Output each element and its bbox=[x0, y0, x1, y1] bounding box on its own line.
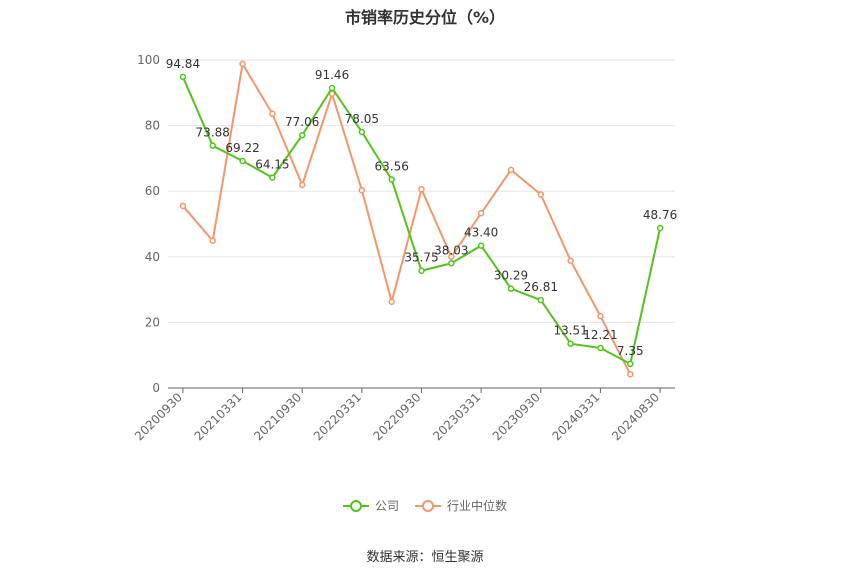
series-1-point-1 bbox=[209, 237, 216, 244]
legend-label-company: 公司 bbox=[374, 499, 399, 513]
data-label-8: 35.75 bbox=[404, 251, 438, 265]
data-label-1: 73.88 bbox=[196, 126, 230, 140]
series-1-point-13 bbox=[567, 257, 574, 264]
series-1-point-7 bbox=[388, 298, 395, 305]
series-0-point-8 bbox=[418, 267, 425, 274]
y-tick-label-0: 0 bbox=[152, 381, 160, 395]
series-0-point-10 bbox=[477, 242, 485, 249]
data-label-3: 64.15 bbox=[255, 158, 289, 172]
legend-industry-marker bbox=[415, 499, 441, 512]
x-tick-label-20230331: 20230331 bbox=[430, 390, 483, 443]
series-line-1 bbox=[182, 62, 632, 375]
data-label-4: 77.06 bbox=[285, 115, 319, 129]
series-1-point-0 bbox=[179, 202, 187, 210]
series-0-point-0 bbox=[179, 73, 187, 81]
series-line-0 bbox=[181, 76, 662, 365]
data-label-15: 7.35 bbox=[617, 344, 644, 358]
series-0-point-4 bbox=[298, 131, 306, 139]
series-1-point-8 bbox=[418, 185, 425, 193]
series-1-point-12 bbox=[537, 191, 545, 198]
series-0-point-3 bbox=[269, 174, 276, 181]
series-1-point-9 bbox=[448, 253, 455, 261]
series-0-point-15 bbox=[627, 360, 634, 368]
series-1-point-14 bbox=[597, 312, 604, 320]
legend-item-company[interactable]: 公司 bbox=[342, 497, 399, 514]
y-axis-ticks: 0 20 40 60 80 100 bbox=[137, 53, 160, 395]
y-tick-label-60: 60 bbox=[145, 184, 160, 198]
series-0-point-5 bbox=[328, 84, 336, 92]
series-1-point-6 bbox=[358, 186, 366, 194]
data-label-16: 48.76 bbox=[643, 208, 677, 222]
x-tick-label-20200930: 20200930 bbox=[132, 390, 185, 443]
data-label-13: 13.51 bbox=[553, 324, 587, 338]
y-tick-label-20: 20 bbox=[145, 315, 160, 329]
series-0-point-1 bbox=[209, 142, 216, 149]
series-1-point-2 bbox=[239, 60, 246, 68]
series-0-point-16 bbox=[656, 224, 664, 232]
series-1-point-10 bbox=[477, 209, 485, 217]
series-0-point-12 bbox=[537, 296, 545, 304]
data-label-14: 12.21 bbox=[583, 328, 617, 342]
x-tick-label-20210331: 20210331 bbox=[192, 390, 245, 443]
data-label-2: 69.22 bbox=[225, 141, 259, 155]
x-tick-label-20220930: 20220930 bbox=[371, 390, 424, 443]
series-1-point-4 bbox=[298, 181, 306, 189]
x-tick-label-20230930: 20230930 bbox=[490, 390, 543, 443]
series-0-point-11 bbox=[507, 285, 515, 292]
series-1-point-15 bbox=[627, 370, 634, 378]
legend: 公司 行业中位数 bbox=[0, 497, 850, 514]
data-label-0: 94.84 bbox=[166, 57, 200, 71]
data-label-12: 26.81 bbox=[524, 280, 558, 294]
data-label-5: 91.46 bbox=[315, 68, 349, 82]
y-tick-label-80: 80 bbox=[145, 119, 160, 133]
series-0-point-14 bbox=[597, 344, 604, 352]
series-0-point-6 bbox=[358, 128, 366, 136]
y-tick-label-100: 100 bbox=[137, 53, 160, 67]
x-tick-label-20240331: 20240331 bbox=[549, 390, 602, 443]
legend-company-marker bbox=[342, 499, 369, 512]
data-label-6: 78.05 bbox=[345, 112, 379, 126]
series-1-point-3 bbox=[269, 110, 276, 118]
data-source: 数据来源：恒生聚源 bbox=[366, 550, 484, 565]
data-label-10: 43.40 bbox=[464, 226, 498, 240]
series-0-point-9 bbox=[448, 260, 455, 267]
x-tick-label-20210930: 20210930 bbox=[251, 390, 304, 443]
x-tick-label-20240830: 20240830 bbox=[609, 390, 662, 443]
series-0-point-7 bbox=[388, 176, 395, 183]
legend-item-industry-median[interactable]: 行业中位数 bbox=[415, 497, 507, 514]
data-label-9: 38.03 bbox=[434, 243, 468, 257]
x-axis: 20200930 20210331 20210930 20220331 20220930… bbox=[132, 387, 675, 443]
data-label-7: 63.56 bbox=[374, 160, 408, 174]
series-1-point-11 bbox=[507, 166, 515, 174]
series-0-point-2 bbox=[239, 157, 246, 165]
series-group bbox=[179, 60, 664, 378]
y-tick-label-40: 40 bbox=[145, 250, 160, 264]
data-label-11: 30.29 bbox=[494, 269, 528, 283]
legend-label-industry-median: 行业中位数 bbox=[447, 499, 508, 513]
series-0-point-13 bbox=[567, 340, 574, 347]
x-tick-label-20220331: 20220331 bbox=[311, 390, 364, 443]
chart-title: 市销率历史分位（%） bbox=[344, 8, 506, 27]
